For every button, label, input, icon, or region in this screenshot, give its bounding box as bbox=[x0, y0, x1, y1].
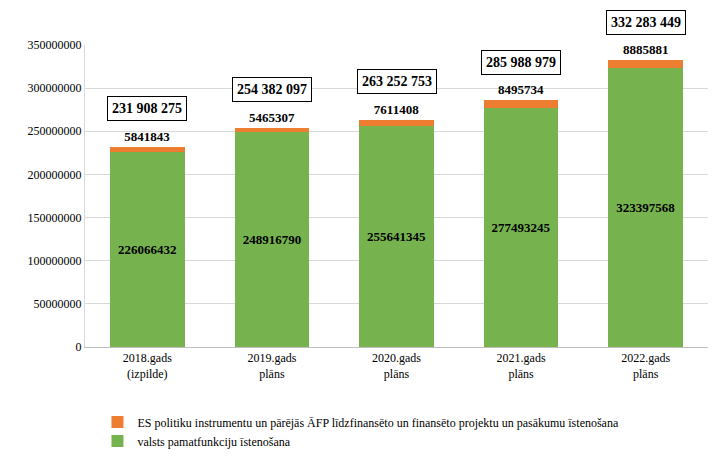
svg-text:350000000: 350000000 bbox=[28, 38, 82, 52]
svg-text:8885881: 8885881 bbox=[623, 42, 669, 57]
svg-text:0: 0 bbox=[76, 340, 82, 354]
svg-text:200000000: 200000000 bbox=[28, 168, 82, 182]
svg-text:332 283 449: 332 283 449 bbox=[611, 15, 681, 30]
svg-text:250000000: 250000000 bbox=[28, 124, 82, 138]
svg-text:285 988 979: 285 988 979 bbox=[486, 55, 556, 70]
svg-text:ES politiku instrumentu un pār: ES politiku instrumentu un pārējās ĀFP l… bbox=[137, 416, 618, 430]
svg-text:5841843: 5841843 bbox=[124, 129, 170, 144]
svg-text:50000000: 50000000 bbox=[34, 297, 82, 311]
svg-text:5465307: 5465307 bbox=[249, 110, 295, 125]
svg-text:255641345: 255641345 bbox=[367, 229, 426, 244]
svg-text:226066432: 226066432 bbox=[118, 242, 177, 257]
svg-text:263 252 753: 263 252 753 bbox=[362, 74, 432, 89]
svg-text:2018.gads(izpilde): 2018.gads(izpilde) bbox=[123, 351, 172, 381]
svg-text:2019.gadsplāns: 2019.gadsplāns bbox=[247, 351, 296, 381]
svg-text:valsts pamatfunkciju īstenošan: valsts pamatfunkciju īstenošana bbox=[137, 435, 290, 449]
svg-text:2021.gadsplāns: 2021.gadsplāns bbox=[497, 351, 546, 381]
svg-text:277493245: 277493245 bbox=[492, 220, 551, 235]
svg-text:231 908 275: 231 908 275 bbox=[112, 101, 182, 116]
svg-text:7611408: 7611408 bbox=[374, 102, 419, 117]
svg-text:2022.gadsplāns: 2022.gadsplāns bbox=[621, 351, 670, 381]
svg-text:254 382 097: 254 382 097 bbox=[237, 82, 307, 97]
svg-text:2020.gadsplāns: 2020.gadsplāns bbox=[372, 351, 421, 381]
svg-text:8495734: 8495734 bbox=[498, 82, 544, 97]
svg-text:100000000: 100000000 bbox=[28, 254, 82, 268]
svg-text:150000000: 150000000 bbox=[28, 211, 82, 225]
svg-text:248916790: 248916790 bbox=[243, 232, 302, 247]
svg-text:300000000: 300000000 bbox=[28, 81, 82, 95]
svg-text:323397568: 323397568 bbox=[616, 200, 675, 215]
